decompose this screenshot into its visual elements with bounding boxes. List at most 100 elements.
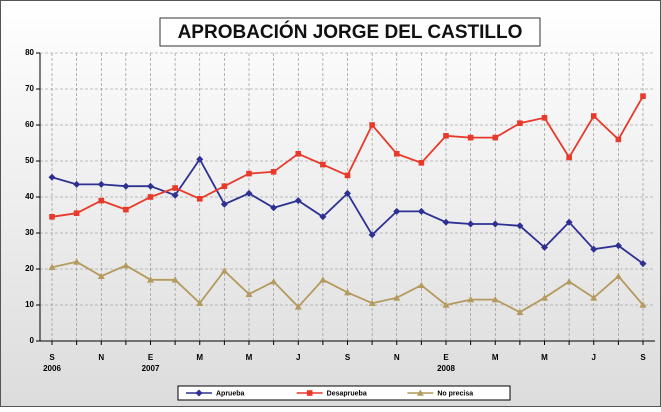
x-sublabel: 2007 — [142, 364, 160, 373]
point — [467, 134, 474, 141]
legend-marker — [416, 389, 424, 396]
point — [344, 189, 351, 197]
point — [393, 294, 401, 301]
point — [270, 278, 278, 285]
legend-label: Desaprueba — [327, 390, 367, 397]
x-tick-label: E — [443, 353, 449, 362]
point — [73, 258, 81, 265]
x-tick-label: M — [246, 353, 253, 362]
point — [442, 301, 450, 308]
point — [147, 182, 154, 190]
point — [566, 154, 572, 161]
point — [368, 299, 376, 306]
point — [171, 276, 179, 283]
chart-title: APROBACIÓN JORGE DEL CASTILLO — [178, 21, 523, 43]
legend-label: No precisa — [437, 390, 473, 397]
point — [171, 191, 179, 199]
point — [73, 210, 80, 216]
point — [541, 243, 548, 251]
y-tick-label: 50 — [25, 156, 34, 165]
x-tick-label: S — [345, 353, 351, 362]
x-sublabel: 2008 — [437, 364, 455, 373]
point — [295, 151, 302, 157]
x-tick-label: N — [98, 353, 104, 362]
point — [319, 213, 327, 221]
point — [122, 182, 130, 190]
point — [245, 290, 253, 297]
point — [565, 218, 573, 226]
x-tick-label: N — [394, 353, 400, 362]
point — [147, 194, 154, 200]
point — [417, 207, 425, 215]
point — [443, 133, 449, 139]
point — [517, 120, 523, 126]
point — [294, 197, 302, 205]
point — [48, 263, 56, 270]
point — [196, 299, 204, 306]
point — [319, 276, 327, 283]
legend-label: Aprueba — [216, 390, 245, 397]
x-tick-label: S — [49, 353, 55, 362]
point — [393, 151, 400, 157]
point — [196, 155, 204, 163]
legend-marker — [195, 389, 203, 397]
point — [123, 206, 129, 213]
y-tick-label: 40 — [25, 192, 34, 201]
y-tick-label: 60 — [25, 120, 34, 129]
point — [320, 161, 326, 168]
point — [294, 303, 302, 310]
y-tick-label: 80 — [25, 48, 34, 57]
point — [640, 93, 646, 99]
point — [196, 196, 203, 202]
y-tick-label: 20 — [25, 264, 34, 273]
point — [615, 136, 622, 143]
point — [614, 242, 622, 250]
point — [97, 272, 105, 279]
point — [393, 207, 401, 215]
point — [98, 197, 105, 204]
point — [344, 288, 351, 296]
point — [442, 218, 450, 226]
x-tick-label: S — [640, 353, 646, 362]
point — [467, 296, 475, 303]
point — [417, 281, 425, 288]
point — [369, 122, 375, 128]
y-tick-label: 30 — [25, 228, 34, 237]
point — [590, 245, 598, 253]
point — [49, 214, 55, 220]
point — [245, 189, 253, 197]
point — [590, 294, 598, 301]
point — [270, 169, 277, 175]
point — [491, 220, 499, 228]
point — [639, 260, 647, 268]
point — [639, 301, 647, 308]
x-tick-label: J — [592, 353, 596, 362]
point — [270, 204, 278, 212]
point — [467, 220, 475, 228]
point — [221, 183, 228, 189]
y-tick-label: 10 — [25, 300, 34, 309]
point — [516, 222, 524, 230]
point — [418, 160, 425, 166]
point — [368, 231, 376, 239]
point — [122, 261, 130, 269]
point — [491, 296, 499, 303]
point — [516, 308, 524, 315]
legend-box — [177, 385, 511, 401]
point — [172, 185, 178, 191]
x-tick-label: E — [148, 353, 154, 362]
point — [246, 170, 252, 177]
point — [614, 272, 622, 279]
x-tick-label: M — [492, 353, 499, 362]
point — [73, 180, 81, 188]
title-box — [159, 17, 541, 47]
point — [97, 180, 105, 188]
x-tick-label: M — [196, 353, 203, 362]
y-tick-label: 0 — [30, 336, 35, 345]
x-tick-label: J — [296, 353, 300, 362]
point — [565, 278, 573, 285]
point — [541, 294, 548, 301]
